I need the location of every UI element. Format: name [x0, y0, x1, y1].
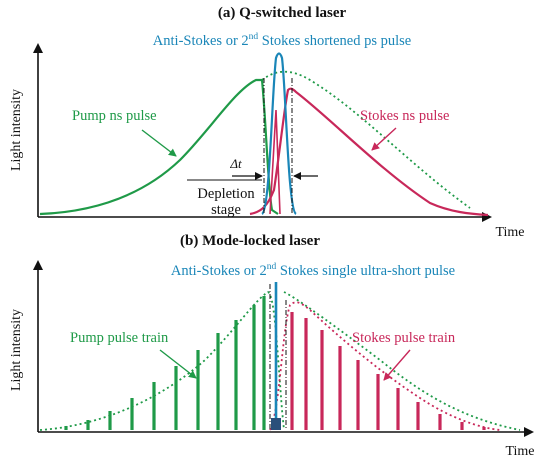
panel-a-depletion-label-2: stage — [211, 202, 241, 218]
panel-a-title: (a) Q-switched laser — [218, 5, 347, 21]
panel-a-stokes-pulse — [249, 87, 489, 217]
panel-a-stokes-label: Stokes ns pulse — [360, 108, 449, 124]
panel-b-stokes-pointer — [383, 349, 411, 381]
panel-b-x-label: Time — [505, 444, 534, 459]
panel-a-pump-pulse — [39, 78, 279, 216]
panel-a-stokes-pointer — [371, 127, 397, 151]
panel-b-stokes-label: Stokes pulse train — [352, 330, 456, 346]
panel-a-delta-t-label: Δt — [229, 156, 242, 171]
panel-b: (b) Mode-locked laser Anti-Stokes or 2nd… — [9, 233, 535, 459]
panel-a-stokes-spike — [269, 109, 281, 215]
panel-a-depletion-label-1: Depletion — [197, 186, 255, 202]
panel-b-pump-envelope — [39, 290, 285, 431]
panel-b-pulse-base — [271, 418, 281, 430]
panel-a-anti-stokes-pulse — [261, 52, 297, 215]
panel-b-title: (b) Mode-locked laser — [180, 233, 320, 249]
panel-a-pump-envelope — [261, 70, 471, 209]
panel-a-x-label: Time — [495, 225, 524, 240]
panel-a-anti-stokes-label: Anti-Stokes or 2nd Stokes shortened ps p… — [153, 32, 411, 49]
panel-b-pump-bars — [64, 296, 266, 430]
panel-b-stokes-bars — [290, 312, 486, 430]
panel-a: (a) Q-switched laser Anti-Stokes or 2nd … — [9, 5, 525, 240]
panel-b-y-label: Light intensity — [9, 309, 24, 391]
panel-b-anti-stokes-label: Anti-Stokes or 2nd Stokes single ultra-s… — [171, 262, 455, 279]
panel-b-pump-envelope-tail — [283, 291, 521, 431]
panel-b-pump-pointer — [159, 349, 197, 379]
panel-b-pump-label: Pump pulse train — [70, 330, 169, 346]
panel-a-pump-pointer — [141, 129, 177, 157]
panel-a-pump-label: Pump ns pulse — [72, 108, 157, 124]
panel-a-y-label: Light intensity — [9, 89, 24, 171]
